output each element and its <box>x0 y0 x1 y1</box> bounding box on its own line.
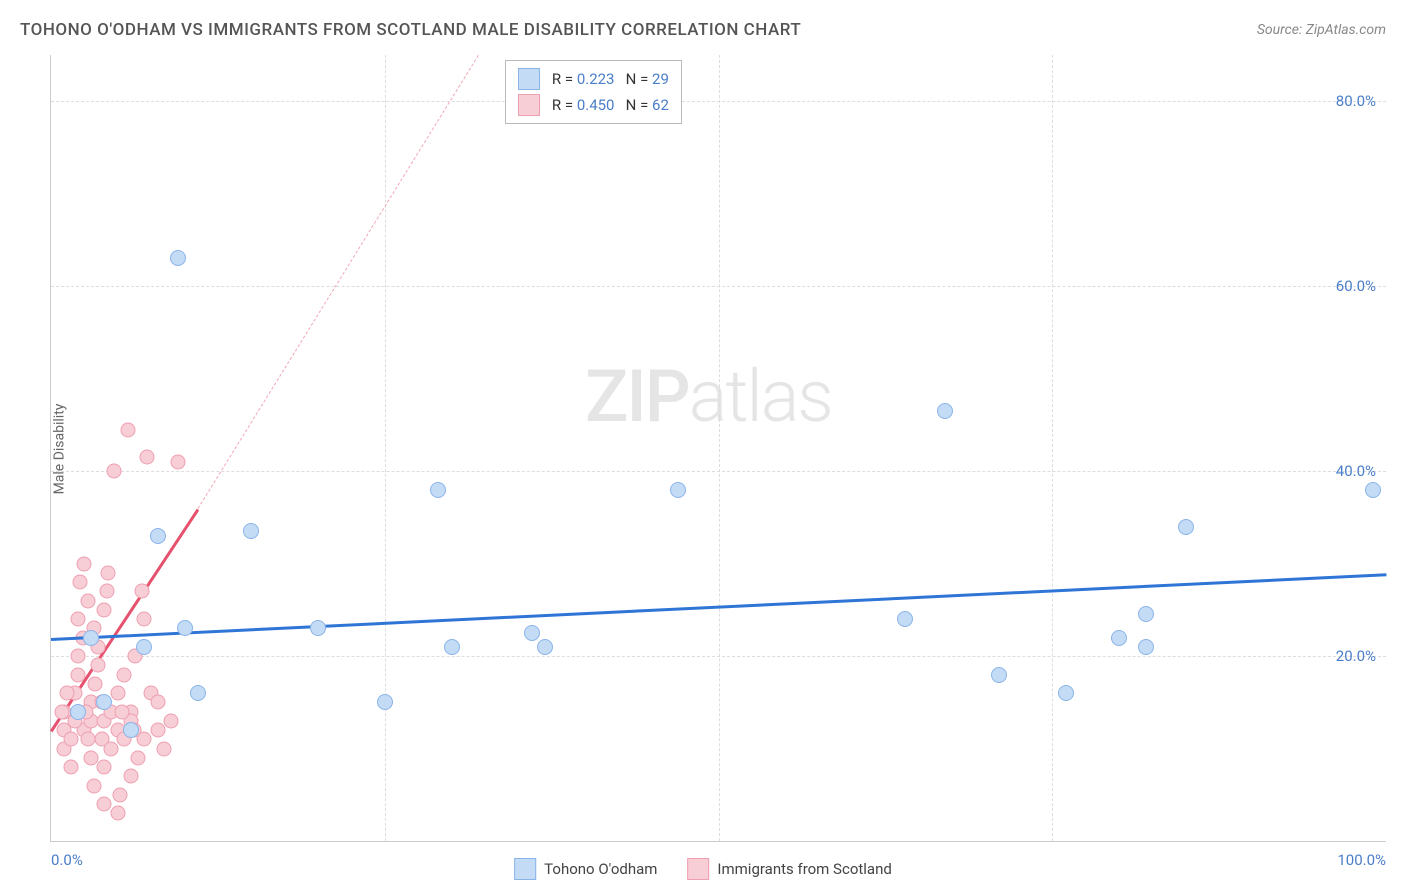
bottom-legend: Tohono O'odham Immigrants from Scotland <box>514 858 892 880</box>
data-point <box>444 639 460 655</box>
data-point <box>1111 630 1127 646</box>
data-point <box>83 630 99 646</box>
legend-label: Tohono O'odham <box>544 860 657 878</box>
bottom-legend-item: Immigrants from Scotland <box>687 858 891 880</box>
data-point <box>70 667 85 682</box>
data-point <box>137 612 152 627</box>
data-point <box>170 454 185 469</box>
legend-label: Immigrants from Scotland <box>717 860 891 878</box>
data-point <box>130 750 145 765</box>
correlation-legend-row: R = 0.223 N = 29 <box>518 66 669 92</box>
data-point <box>60 686 75 701</box>
data-point <box>537 639 553 655</box>
data-point <box>243 523 259 539</box>
data-point <box>430 482 446 498</box>
data-point <box>64 760 79 775</box>
legend-swatch <box>687 858 709 880</box>
watermark: ZIPatlas <box>585 354 832 439</box>
data-point <box>73 575 88 590</box>
y-tick-label: 20.0% <box>1336 647 1376 665</box>
data-point <box>70 649 85 664</box>
data-point <box>123 722 139 738</box>
data-point <box>150 695 165 710</box>
chart-title: TOHONO O'ODHAM VS IMMIGRANTS FROM SCOTLA… <box>20 20 801 40</box>
data-point <box>1365 482 1381 498</box>
x-tick-label: 0.0% <box>51 851 83 869</box>
legend-swatch <box>514 858 536 880</box>
data-point <box>124 769 139 784</box>
data-point <box>54 704 69 719</box>
data-point <box>88 676 103 691</box>
y-tick-label: 40.0% <box>1336 462 1376 480</box>
bottom-legend-item: Tohono O'odham <box>514 858 657 880</box>
data-point <box>97 760 112 775</box>
source-attribution: Source: ZipAtlas.com <box>1257 22 1386 38</box>
data-point <box>64 732 79 747</box>
data-point <box>140 450 155 465</box>
plot-region: ZIPatlas 20.0%40.0%60.0%80.0%0.0%100.0%R… <box>50 55 1386 842</box>
correlation-legend-row: R = 0.450 N = 62 <box>518 92 669 118</box>
data-point <box>121 422 136 437</box>
data-point <box>1138 639 1154 655</box>
y-tick-label: 80.0% <box>1336 92 1376 110</box>
data-point <box>310 620 326 636</box>
data-point <box>90 658 105 673</box>
data-point <box>937 403 953 419</box>
data-point <box>150 723 165 738</box>
data-point <box>1138 606 1154 622</box>
data-point <box>110 686 125 701</box>
correlation-legend: R = 0.223 N = 29 R = 0.450 N = 62 <box>505 60 682 124</box>
data-point <box>101 565 116 580</box>
data-point <box>991 667 1007 683</box>
data-point <box>190 685 206 701</box>
y-tick-label: 60.0% <box>1336 277 1376 295</box>
data-point <box>97 602 112 617</box>
data-point <box>81 593 96 608</box>
data-point <box>377 694 393 710</box>
data-point <box>100 584 115 599</box>
data-point <box>1178 519 1194 535</box>
data-point <box>1058 685 1074 701</box>
chart-area: Male Disability ZIPatlas 20.0%40.0%60.0%… <box>50 55 1386 842</box>
data-point <box>97 797 112 812</box>
data-point <box>177 620 193 636</box>
data-point <box>104 741 119 756</box>
trend-line-extension <box>197 55 478 509</box>
data-point <box>670 482 686 498</box>
data-point <box>150 528 166 544</box>
gridline-v <box>385 55 386 841</box>
data-point <box>897 611 913 627</box>
gridline-v <box>1052 55 1053 841</box>
data-point <box>86 778 101 793</box>
data-point <box>134 584 149 599</box>
data-point <box>106 464 121 479</box>
data-point <box>84 750 99 765</box>
x-tick-label: 100.0% <box>1337 851 1386 869</box>
gridline-v <box>719 55 720 841</box>
legend-swatch <box>518 94 540 116</box>
data-point <box>77 556 92 571</box>
data-point <box>110 806 125 821</box>
data-point <box>70 612 85 627</box>
data-point <box>164 713 179 728</box>
data-point <box>113 787 128 802</box>
legend-stats: R = 0.450 N = 62 <box>552 96 669 114</box>
legend-stats: R = 0.223 N = 29 <box>552 70 669 88</box>
data-point <box>114 704 129 719</box>
data-point <box>170 250 186 266</box>
data-point <box>117 667 132 682</box>
legend-swatch <box>518 68 540 90</box>
data-point <box>524 625 540 641</box>
data-point <box>136 639 152 655</box>
data-point <box>70 704 86 720</box>
data-point <box>157 741 172 756</box>
data-point <box>96 694 112 710</box>
